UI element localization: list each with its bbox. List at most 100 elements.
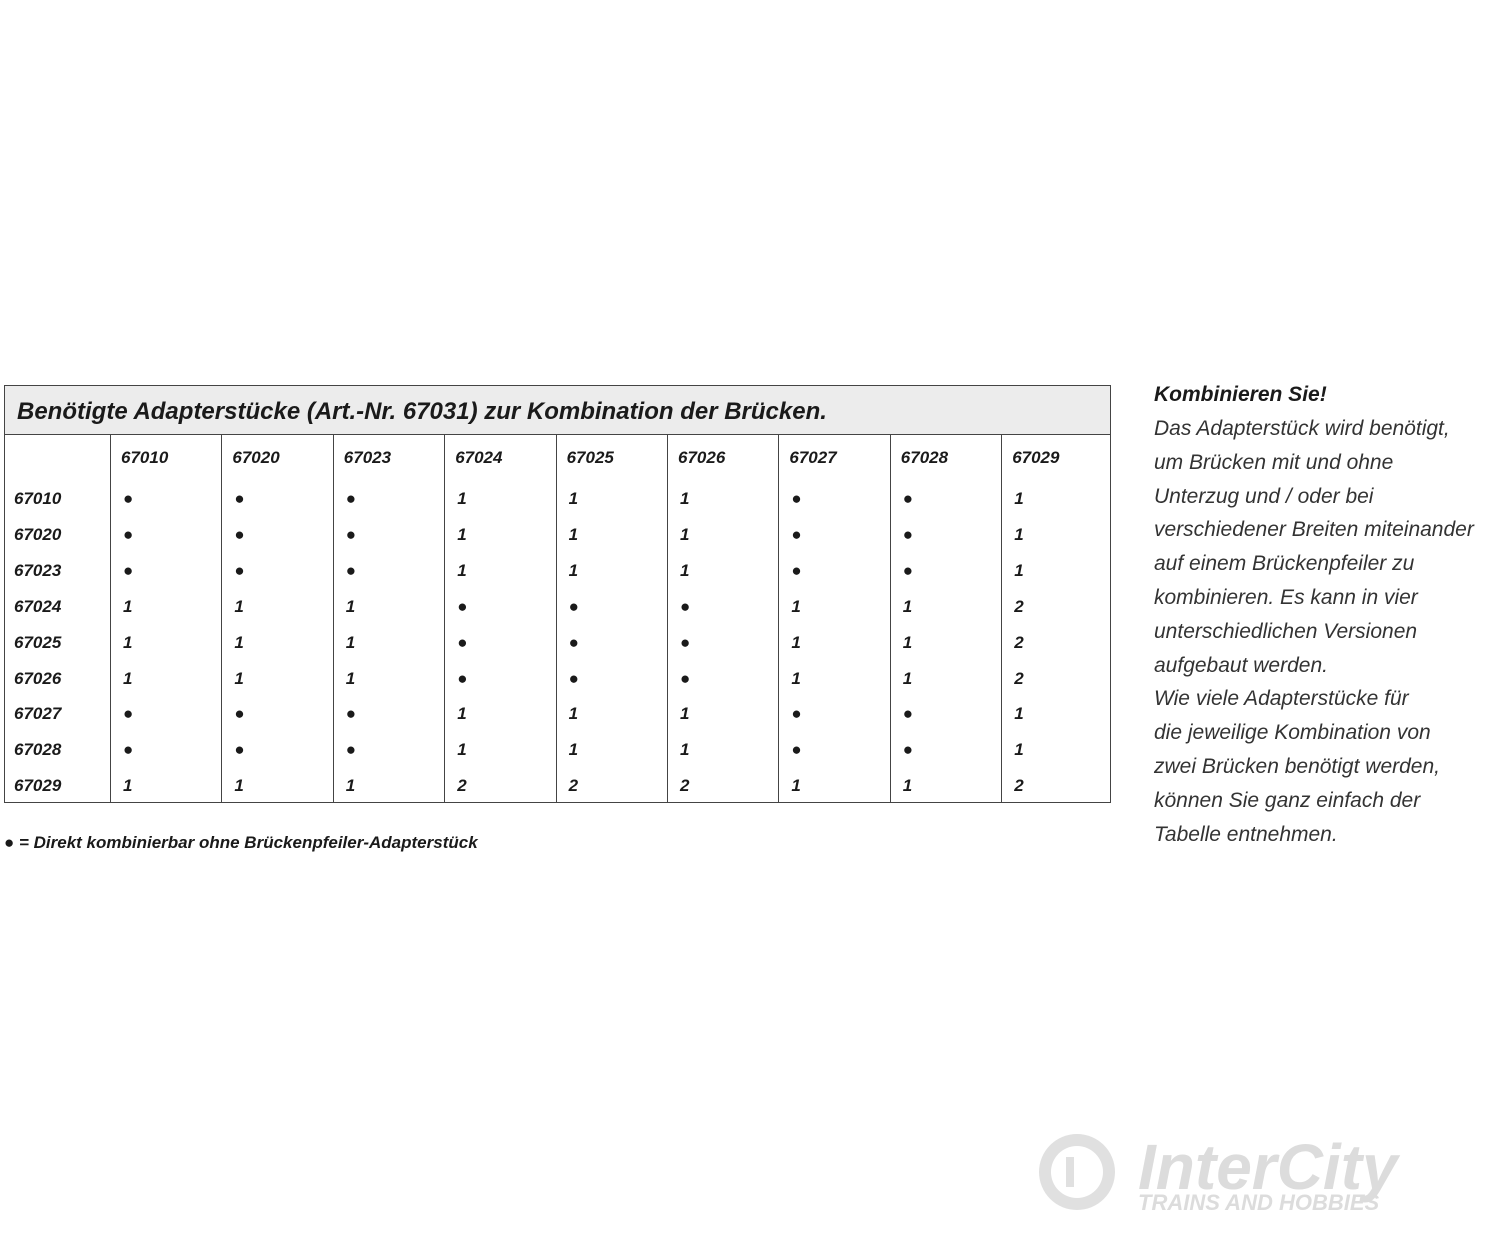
table-cell: 2 — [568, 776, 579, 796]
row-header: 67028 — [14, 740, 62, 760]
row-header: 67027 — [14, 704, 62, 724]
table-cell: ● — [345, 704, 357, 724]
table-cell: 1 — [680, 489, 690, 508]
column-header: 67010 — [121, 448, 169, 467]
table-divider — [444, 434, 446, 802]
column-header: 67026 — [678, 448, 726, 467]
table-title-band: Benötigte Adapterstücke (Art.-Nr. 67031)… — [5, 386, 1110, 435]
table-cell: ● — [568, 632, 579, 652]
table-cell: ● — [345, 560, 357, 580]
table-cell: ● — [902, 489, 914, 508]
sidebar-line: Das Adapterstück wird benötigt, — [1154, 417, 1450, 440]
logo-bar — [1066, 1157, 1074, 1187]
sidebar-line: unterschiedlichen Versionen — [1154, 619, 1418, 643]
sidebar-line: Tabelle entnehmen. — [1154, 822, 1338, 846]
table-cell: ● — [123, 524, 134, 544]
table-cell: 1 — [345, 632, 356, 652]
table-cell: 2 — [1014, 596, 1024, 616]
table-cell: ● — [791, 704, 802, 724]
table-cell: 1 — [680, 560, 690, 580]
table-cell: ● — [680, 668, 691, 688]
table-cell: 1 — [457, 489, 467, 508]
table-cell: 1 — [123, 776, 133, 796]
table-cell: 1 — [345, 776, 356, 796]
table-divider — [778, 434, 780, 802]
row-header: 67026 — [14, 668, 62, 688]
footnote: ● = Direkt kombinierbar ohne Brückenpfei… — [4, 833, 478, 852]
table-cell: 1 — [902, 632, 913, 652]
row-header: 67024 — [14, 596, 62, 616]
table-cell: ● — [568, 668, 579, 688]
sidebar-line: kombinieren. Es kann in vier — [1154, 586, 1418, 609]
table-cell: 1 — [457, 740, 467, 760]
table-cell: 1 — [902, 668, 913, 688]
table-cell: ● — [680, 632, 691, 652]
table-cell: ● — [568, 596, 579, 616]
table-cell: 1 — [568, 489, 579, 508]
logo-inner — [1051, 1146, 1103, 1198]
table-divider — [221, 434, 223, 802]
column-header: 67025 — [566, 448, 614, 467]
table-cell: ● — [345, 740, 357, 760]
table-cell: 1 — [123, 668, 133, 688]
table-cell: 1 — [568, 704, 579, 724]
table-cell: 1 — [234, 596, 244, 616]
table-title: Benötigte Adapterstücke (Art.-Nr. 67031)… — [17, 398, 827, 425]
column-header: 67023 — [343, 448, 392, 467]
table-cell: ● — [902, 560, 914, 580]
row-header: 67025 — [14, 632, 62, 652]
table-cell: ● — [457, 632, 468, 652]
column-header: 67029 — [1012, 448, 1060, 467]
table-cell: ● — [345, 524, 357, 544]
table-cell: ● — [791, 740, 802, 760]
table-cell: ● — [902, 704, 914, 724]
table-cell: 1 — [902, 776, 913, 796]
row-header: 67023 — [14, 560, 62, 580]
sidebar-line: aufgebaut werden. — [1154, 653, 1328, 677]
watermark: InterCity TRAINS AND HOBBIES — [1039, 1131, 1401, 1215]
table-cell: ● — [791, 560, 802, 580]
sidebar-line: die jeweilige Kombination von — [1154, 721, 1431, 745]
row-header: 67010 — [14, 489, 62, 508]
table-divider — [110, 434, 111, 802]
table-cell: 1 — [568, 740, 579, 760]
table-divider — [1001, 434, 1003, 802]
table-cell: 2 — [680, 776, 690, 796]
table-cell: ● — [234, 560, 245, 580]
table-cell: 1 — [791, 596, 801, 616]
table-cell: 1 — [123, 596, 133, 616]
table-cell: 1 — [457, 560, 467, 580]
sidebar-line: zwei Brücken benötigt werden, — [1154, 755, 1440, 778]
table-cell: 2 — [1014, 632, 1024, 652]
sidebar-line: um Brücken mit und ohne — [1154, 450, 1394, 474]
table-cell: 1 — [234, 776, 244, 796]
column-header: 67028 — [900, 448, 949, 467]
row-header: 67029 — [14, 776, 62, 796]
table-divider — [555, 434, 557, 802]
table-cell: 1 — [457, 704, 467, 724]
table-cell: ● — [680, 596, 691, 616]
table-cell: 1 — [791, 632, 801, 652]
table-cell: 1 — [1014, 560, 1024, 580]
table-cell: 1 — [791, 668, 801, 688]
table-cell: ● — [234, 704, 245, 724]
table-cell: 2 — [1014, 668, 1024, 688]
table-divider — [889, 434, 891, 802]
row-header: 67020 — [14, 524, 62, 544]
table-cell: 2 — [457, 776, 467, 796]
table-cell: 2 — [1014, 776, 1024, 796]
table-cell: 1 — [234, 632, 244, 652]
sidebar-line: Wie viele Adapterstücke für — [1154, 687, 1409, 711]
table-cell: 1 — [457, 524, 467, 544]
table-cell: ● — [234, 524, 245, 544]
watermark-tagline: TRAINS AND HOBBIES — [1138, 1190, 1380, 1215]
table-cell: 1 — [1014, 740, 1024, 760]
sidebar-line: auf einem Brückenpfeiler zu — [1154, 552, 1415, 576]
table-cell: ● — [791, 524, 802, 544]
table-cell: 1 — [680, 524, 690, 544]
table-cell: 1 — [902, 596, 913, 616]
table-cell: ● — [234, 740, 245, 760]
table-divider — [332, 434, 334, 802]
table-cell: 1 — [234, 668, 244, 688]
